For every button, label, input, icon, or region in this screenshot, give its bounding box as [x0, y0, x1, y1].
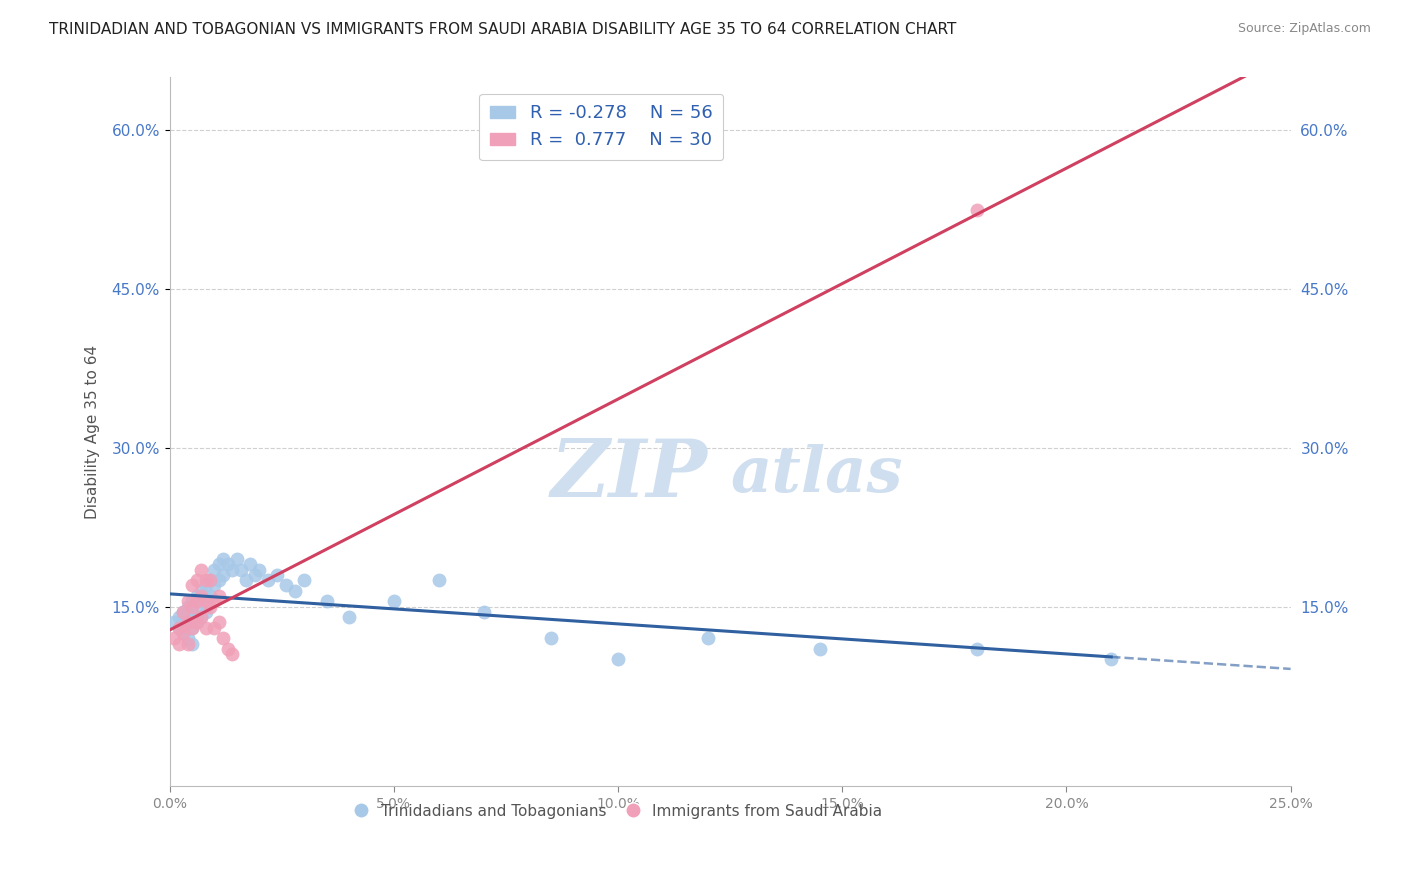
- Point: [198, 589, 221, 603]
- Point: [607, 652, 630, 666]
- Point: [217, 641, 239, 656]
- Point: [540, 632, 562, 646]
- Text: ZIP: ZIP: [551, 436, 707, 513]
- Point: [176, 637, 198, 651]
- Point: [696, 632, 718, 646]
- Point: [181, 621, 204, 635]
- Point: [194, 621, 217, 635]
- Point: [186, 615, 208, 630]
- Point: [221, 647, 243, 661]
- Point: [194, 589, 217, 603]
- Point: [163, 615, 186, 630]
- Point: [190, 610, 212, 624]
- Point: [208, 573, 231, 587]
- Text: atlas: atlas: [730, 443, 903, 505]
- Point: [176, 615, 198, 630]
- Point: [208, 589, 231, 603]
- Point: [217, 558, 239, 572]
- Point: [167, 621, 190, 635]
- Point: [186, 615, 208, 630]
- Point: [204, 594, 226, 608]
- Point: [204, 562, 226, 576]
- Point: [382, 594, 405, 608]
- Point: [190, 589, 212, 603]
- Point: [284, 583, 307, 598]
- Point: [472, 605, 495, 619]
- Point: [181, 621, 204, 635]
- Point: [176, 615, 198, 630]
- Point: [176, 632, 198, 646]
- Point: [966, 641, 988, 656]
- Point: [194, 573, 217, 587]
- Point: [198, 599, 221, 614]
- Point: [176, 610, 198, 624]
- Point: [167, 621, 190, 635]
- Point: [181, 637, 204, 651]
- Point: [163, 632, 186, 646]
- Point: [186, 594, 208, 608]
- Point: [167, 610, 190, 624]
- Point: [208, 615, 231, 630]
- Point: [167, 637, 190, 651]
- Point: [194, 578, 217, 592]
- Point: [204, 621, 226, 635]
- Point: [172, 605, 194, 619]
- Point: [190, 610, 212, 624]
- Point: [172, 626, 194, 640]
- Point: [231, 562, 253, 576]
- Point: [337, 610, 360, 624]
- Point: [198, 573, 221, 587]
- Point: [172, 615, 194, 630]
- Text: TRINIDADIAN AND TOBAGONIAN VS IMMIGRANTS FROM SAUDI ARABIA DISABILITY AGE 35 TO : TRINIDADIAN AND TOBAGONIAN VS IMMIGRANTS…: [49, 22, 956, 37]
- Point: [190, 583, 212, 598]
- Point: [212, 552, 235, 566]
- Point: [186, 599, 208, 614]
- Point: [212, 567, 235, 582]
- Y-axis label: Disability Age 35 to 64: Disability Age 35 to 64: [86, 345, 100, 519]
- Point: [186, 573, 208, 587]
- Legend: Trinidadians and Tobagonians, Immigrants from Saudi Arabia: Trinidadians and Tobagonians, Immigrants…: [347, 797, 889, 825]
- Point: [172, 626, 194, 640]
- Point: [235, 573, 257, 587]
- Point: [808, 641, 831, 656]
- Point: [181, 599, 204, 614]
- Point: [315, 594, 337, 608]
- Point: [198, 573, 221, 587]
- Point: [225, 552, 247, 566]
- Point: [176, 599, 198, 614]
- Point: [181, 594, 204, 608]
- Point: [221, 562, 243, 576]
- Point: [190, 562, 212, 576]
- Point: [181, 578, 204, 592]
- Point: [194, 605, 217, 619]
- Point: [181, 605, 204, 619]
- Point: [194, 594, 217, 608]
- Point: [257, 573, 280, 587]
- Point: [292, 573, 315, 587]
- Point: [266, 567, 288, 582]
- Point: [181, 610, 204, 624]
- Point: [247, 562, 270, 576]
- Point: [186, 589, 208, 603]
- Point: [276, 578, 298, 592]
- Point: [239, 558, 262, 572]
- Point: [966, 202, 988, 217]
- Point: [190, 594, 212, 608]
- Point: [208, 558, 231, 572]
- Point: [243, 567, 266, 582]
- Text: Source: ZipAtlas.com: Source: ZipAtlas.com: [1237, 22, 1371, 36]
- Point: [176, 594, 198, 608]
- Point: [212, 632, 235, 646]
- Point: [427, 573, 450, 587]
- Point: [1099, 652, 1122, 666]
- Point: [172, 605, 194, 619]
- Point: [204, 578, 226, 592]
